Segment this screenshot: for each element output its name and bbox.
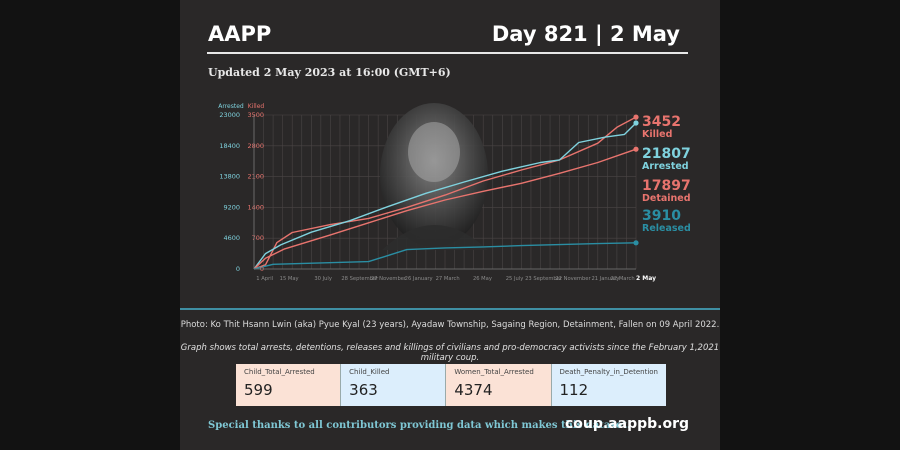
x-tick-label: 15 May xyxy=(280,276,299,282)
series-end-point-detained xyxy=(633,146,639,152)
x-tick-label: 30 July xyxy=(314,276,332,282)
stat-label: Death_Penalty_in_Detention xyxy=(559,368,658,376)
right-tick-label: 2800 xyxy=(247,142,264,150)
stat-child-killed: Child_Killed 363 xyxy=(341,364,447,406)
day-counter: Day 821 | 2 May xyxy=(491,22,680,46)
left-tick-label: 18400 xyxy=(219,142,240,150)
legend-label: Arrested xyxy=(642,161,689,172)
x-tick-label: 28 September xyxy=(341,276,379,282)
series-line-released xyxy=(253,242,637,270)
timeline-chart: Arrested Killed04600920013800184002300007… xyxy=(218,103,691,282)
series-line-arrested xyxy=(253,122,637,270)
stat-child-total-arrested: Child_Total_Arrested 599 xyxy=(236,364,342,406)
x-tick-label: 1 April xyxy=(256,276,273,282)
series-line-killed xyxy=(253,116,637,270)
stat-value: 363 xyxy=(349,381,378,399)
right-axis-title: Killed xyxy=(248,103,265,110)
thanks-note: Special thanks to all contributors provi… xyxy=(208,420,631,431)
x-tick-label: 26 January xyxy=(405,276,433,282)
x-tick-label: 27 March xyxy=(436,276,460,282)
legend-value: 21807 xyxy=(642,146,691,162)
right-tick-label: 2100 xyxy=(247,173,264,181)
stat-value: 599 xyxy=(244,381,273,399)
x-tick-label: 26 May xyxy=(473,276,492,282)
left-tick-label: 0 xyxy=(236,265,240,273)
stat-label: Child_Total_Arrested xyxy=(244,368,315,376)
x-tick-label: 22 March xyxy=(611,276,635,282)
portrait-photo xyxy=(380,103,488,250)
header-divider xyxy=(207,52,688,54)
series-end-point-killed xyxy=(633,114,639,120)
stat-death-penalty: Death_Penalty_in_Detention 112 xyxy=(551,364,666,406)
left-tick-label: 4600 xyxy=(223,234,240,242)
legend-label: Detained xyxy=(642,193,691,204)
stat-label: Child_Killed xyxy=(349,368,390,376)
website-link[interactable]: coup.aappb.org xyxy=(564,416,689,432)
x-tick-label: 2 May xyxy=(636,275,656,282)
photo-credit: Photo: Ko Thit Hsann Lwin (aka) Pyue Kya… xyxy=(180,320,720,330)
x-tick-label: 22 November xyxy=(555,276,591,282)
right-tick-label: 1400 xyxy=(247,203,264,211)
left-axis-title: Arrested xyxy=(218,103,244,110)
stat-label: Women_Total_Arrested xyxy=(454,368,534,376)
left-tick-label: 23000 xyxy=(219,111,240,119)
legend-label: Released xyxy=(642,223,691,234)
stats-row: Child_Total_Arrested 599 Child_Killed 36… xyxy=(236,364,666,406)
right-tick-label: 700 xyxy=(252,234,264,242)
left-tick-label: 9200 xyxy=(223,203,240,211)
left-tick-label: 13800 xyxy=(219,173,240,181)
x-tick-label: 21 January xyxy=(591,276,619,282)
x-tick-label: 27 November xyxy=(371,276,407,282)
series-end-point-arrested xyxy=(633,120,639,126)
stat-women-total-arrested: Women_Total_Arrested 4374 xyxy=(446,364,552,406)
updated-timestamp: Updated 2 May 2023 at 16:00 (GMT+6) xyxy=(208,66,451,79)
right-tick-label: 3500 xyxy=(247,111,264,119)
legend-value: 3910 xyxy=(642,208,681,224)
graph-caption: Graph shows total arrests, detentions, r… xyxy=(180,343,720,363)
legend-value: 3452 xyxy=(642,114,681,130)
series-end-point-released xyxy=(633,240,639,246)
brand-title: AAPP xyxy=(208,22,272,46)
x-tick-label: 23 September xyxy=(525,276,563,282)
section-divider xyxy=(180,308,720,310)
stat-value: 112 xyxy=(559,381,589,399)
stat-value: 4374 xyxy=(454,381,493,399)
series-line-detained xyxy=(253,148,637,270)
legend-value: 17897 xyxy=(642,178,691,194)
legend-label: Killed xyxy=(642,129,672,140)
x-tick-label: 25 July xyxy=(506,276,524,282)
